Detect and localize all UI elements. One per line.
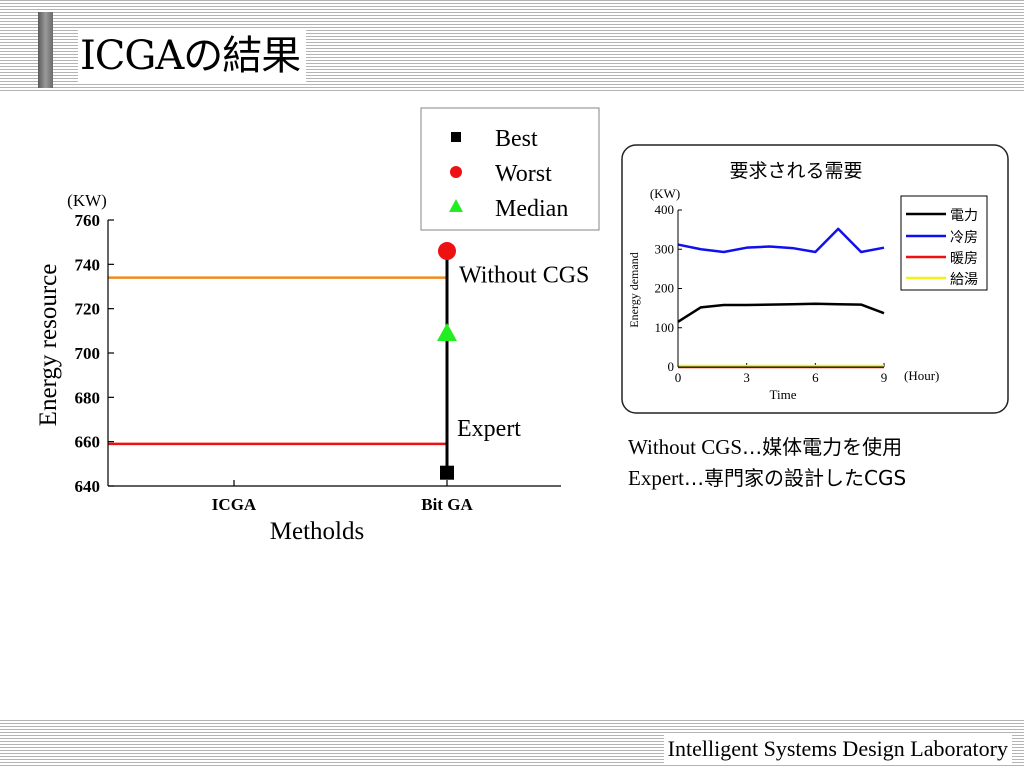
inset-x-tick-label: 0 (675, 370, 682, 385)
legend-best-label: Best (495, 126, 538, 152)
legend-best-marker (451, 132, 461, 142)
y-tick-label: 760 (75, 211, 101, 230)
y-tick-label: 640 (75, 477, 101, 496)
note-desc: 専門家の設計したCGS (703, 466, 907, 490)
best-point (440, 465, 454, 480)
inset-x-tick-label: 6 (812, 370, 819, 385)
note-separator: … (742, 435, 763, 459)
legend-worst-label: Worst (495, 161, 552, 187)
y-tick-label: 680 (75, 388, 101, 407)
y-tick-label: 720 (75, 300, 101, 319)
inset-y-tick-label: 100 (655, 320, 675, 335)
note-without-cgs: Without CGS…媒体電力を使用 (628, 434, 902, 460)
median-point (437, 323, 457, 342)
legend-label-cooling: 冷房 (950, 230, 978, 246)
legend-label-power: 電力 (950, 208, 978, 224)
footer-lab-name: Intelligent Systems Design Laboratory (663, 735, 1012, 763)
note-expert: Expert…専門家の設計したCGS (628, 465, 906, 491)
legend-label-hot-water: 給湯 (950, 271, 978, 288)
note-term: Expert (628, 466, 684, 490)
note-desc: 媒体電力を使用 (762, 435, 903, 459)
inset-x-unit: (Hour) (904, 368, 939, 383)
y-tick-label: 700 (75, 344, 101, 363)
inset-y-unit: (KW) (650, 186, 680, 201)
title-accent-bar (38, 12, 53, 88)
legend-median-marker (449, 199, 463, 212)
worst-point (438, 242, 456, 261)
inset-x-tick-label: 9 (881, 370, 888, 385)
y-tick-label: 660 (75, 433, 101, 452)
inset-y-tick-label: 0 (668, 359, 675, 374)
inset-y-tick-label: 200 (655, 281, 675, 296)
y-axis-label: Energy resource (35, 264, 62, 427)
inset-y-tick-label: 300 (655, 241, 675, 256)
inset-title: 要求される需要 (729, 160, 862, 182)
slide-title: ICGAの結果 (78, 30, 307, 82)
inset-x-tick-label: 3 (743, 370, 750, 385)
inset-series-line (677, 302, 885, 323)
reference-label-without-cgs: Without CGS (459, 263, 589, 289)
x-tick-label: Bit GA (421, 495, 473, 514)
main-legend: Best Worst Median (420, 107, 600, 231)
energy-resource-chart: (KW) Energy resource Metholds 640 660 680 7… (35, 191, 589, 545)
legend-worst-marker (450, 166, 462, 178)
note-separator: … (683, 466, 704, 490)
y-unit-label: (KW) (67, 191, 107, 210)
note-term: Without CGS (628, 435, 743, 459)
legend-median-label: Median (495, 196, 568, 222)
inset-y-tick-label: 400 (655, 202, 675, 217)
x-axis-label: Metholds (270, 518, 364, 545)
energy-demand-chart: 要求される需要 (KW) Energy demand Time (Hour) 0… (621, 144, 1009, 414)
inset-series-line (677, 227, 885, 254)
inset-legend-box (900, 195, 988, 291)
x-tick-label: ICGA (212, 495, 257, 514)
inset-legend: 電力 冷房 暖房 給湯 (900, 195, 988, 291)
inset-y-axis-label: Energy demand (627, 252, 641, 327)
legend-label-heating: 暖房 (950, 251, 978, 267)
reference-label-expert: Expert (457, 416, 521, 442)
y-tick-label: 740 (75, 255, 101, 274)
inset-x-axis-label: Time (770, 387, 797, 402)
